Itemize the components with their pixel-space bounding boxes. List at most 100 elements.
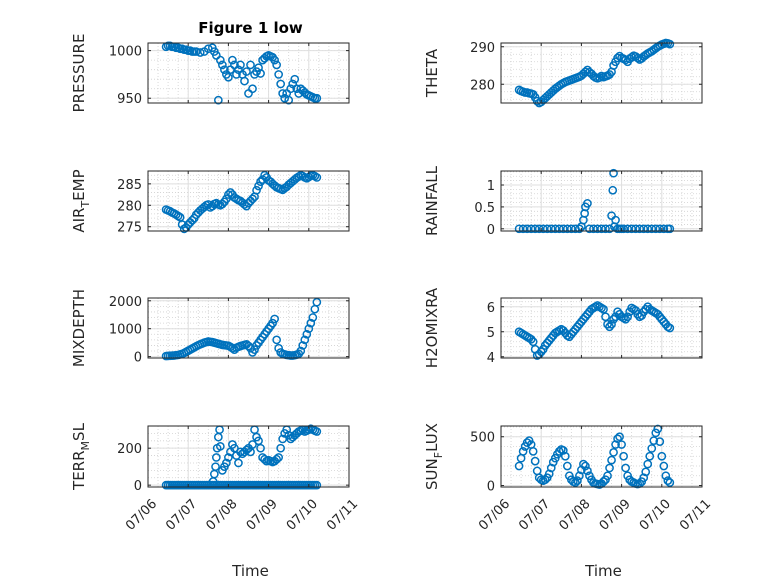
- y-tick-label: 0: [487, 223, 495, 238]
- data-point: [187, 215, 197, 225]
- data-point: [268, 318, 277, 328]
- data-point: [633, 53, 643, 63]
- data-point: [627, 224, 637, 234]
- data-point: [663, 476, 673, 486]
- data-point: [603, 319, 612, 329]
- data-point: [528, 447, 538, 456]
- subplot-mixdepth: 0 1000 2000 MIXDEPTH: [70, 289, 350, 367]
- data-point: [609, 168, 618, 178]
- y-axis-label: SUNFLUX: [423, 423, 445, 490]
- y-tick-label: 200: [117, 442, 142, 457]
- data-point: [240, 76, 249, 86]
- x-tick-label: 07/11: [324, 497, 361, 534]
- data-point: [645, 451, 655, 461]
- data-point: [228, 343, 237, 353]
- data-point: [550, 224, 560, 234]
- data-point: [280, 93, 290, 103]
- data-point: [312, 480, 322, 490]
- data-point: [540, 475, 550, 485]
- data-point: [613, 434, 622, 444]
- y-tick-label: 2000: [109, 295, 142, 310]
- y-tick-label: 4: [487, 351, 495, 366]
- data-point: [601, 224, 610, 234]
- y-tick-label: 950: [117, 92, 142, 107]
- y-tick-label: 1000: [109, 45, 142, 60]
- data-point: [665, 478, 675, 487]
- x-axis-label: Time: [584, 562, 622, 580]
- y-tick-label: 6: [487, 301, 495, 316]
- subplot-sun-flux: 0 500 07/06 07/07 07/08 07/09 07/10 07/11 SUNFLU…: [423, 423, 714, 580]
- data-point: [312, 93, 322, 103]
- axes-outline: [147, 425, 350, 488]
- data-point: [224, 72, 233, 82]
- x-tick-label: 07/06: [476, 497, 513, 534]
- data-point: [522, 224, 532, 234]
- data-point: [661, 471, 671, 481]
- y-tick-label: 1000: [109, 323, 142, 338]
- data-point: [218, 60, 227, 70]
- y-axis-label: TERRMSL: [70, 422, 92, 491]
- data-point: [621, 314, 630, 324]
- data-point: [526, 334, 536, 344]
- data-point: [649, 436, 659, 445]
- y-tick-label: 285: [117, 178, 142, 193]
- data-point: [308, 313, 318, 322]
- data-point: [546, 224, 556, 234]
- data-point: [224, 453, 233, 462]
- subplot-pressure: 950 1000 PRESSURE Figure 1 low: [70, 19, 350, 112]
- data-point: [272, 335, 281, 345]
- data-point: [276, 443, 286, 453]
- data-point: [581, 461, 590, 471]
- data-point: [631, 224, 641, 234]
- y-tick-label: 280: [117, 199, 142, 214]
- data-point: [609, 314, 618, 324]
- y-tick-label: 0: [134, 351, 142, 366]
- data-point: [234, 458, 243, 468]
- data-point: [619, 224, 628, 234]
- axes-outline: [147, 42, 350, 104]
- y-tick-label: 0.5: [474, 201, 495, 216]
- data-point: [312, 173, 322, 182]
- data-point: [627, 52, 637, 62]
- data-point: [518, 224, 528, 234]
- x-tick-label: 07/10: [284, 497, 321, 534]
- data-point: [657, 451, 667, 461]
- data-point: [635, 224, 645, 234]
- data-point: [236, 60, 245, 70]
- data-point: [605, 224, 614, 234]
- subplot-rainfall: 0 0.5 1 RAINFALL: [423, 165, 703, 238]
- subplot-theta: 280 290 THETA: [423, 38, 703, 108]
- y-tick-label: 280: [470, 78, 495, 93]
- y-tick-label: 1: [487, 179, 495, 194]
- data-point: [647, 224, 657, 234]
- y-tick-label: 5: [487, 326, 495, 341]
- axes-outline: [147, 297, 350, 359]
- data-point: [608, 185, 618, 195]
- subplot-air-temp: 275 280 285 AIRTEMP: [70, 169, 350, 236]
- data-point: [278, 434, 288, 444]
- data-point: [278, 89, 288, 98]
- y-axis-label: H2OMIXRA: [423, 287, 441, 368]
- data-point: [242, 67, 251, 76]
- data-point: [274, 70, 283, 79]
- data-point: [595, 73, 604, 82]
- data-point: [526, 224, 536, 234]
- data-point: [558, 224, 568, 234]
- data-point: [623, 224, 632, 234]
- data-point: [573, 476, 582, 486]
- subplot-terr-msl: 0 200 07/06 07/07 07/08 07/09 07/10 07/11 TERRMS…: [70, 422, 361, 580]
- data-point: [246, 60, 255, 70]
- data-point: [593, 224, 602, 234]
- data-point: [286, 84, 296, 94]
- axes-outline: [500, 170, 703, 232]
- data-point: [272, 60, 281, 70]
- data-point: [605, 322, 614, 332]
- axes-outline: [147, 170, 350, 232]
- data-point: [304, 324, 314, 334]
- data-point: [248, 84, 257, 94]
- data-point: [599, 304, 608, 314]
- data-point: [615, 432, 624, 442]
- data-point: [298, 341, 308, 350]
- data-point: [530, 224, 540, 234]
- data-point: [542, 224, 552, 234]
